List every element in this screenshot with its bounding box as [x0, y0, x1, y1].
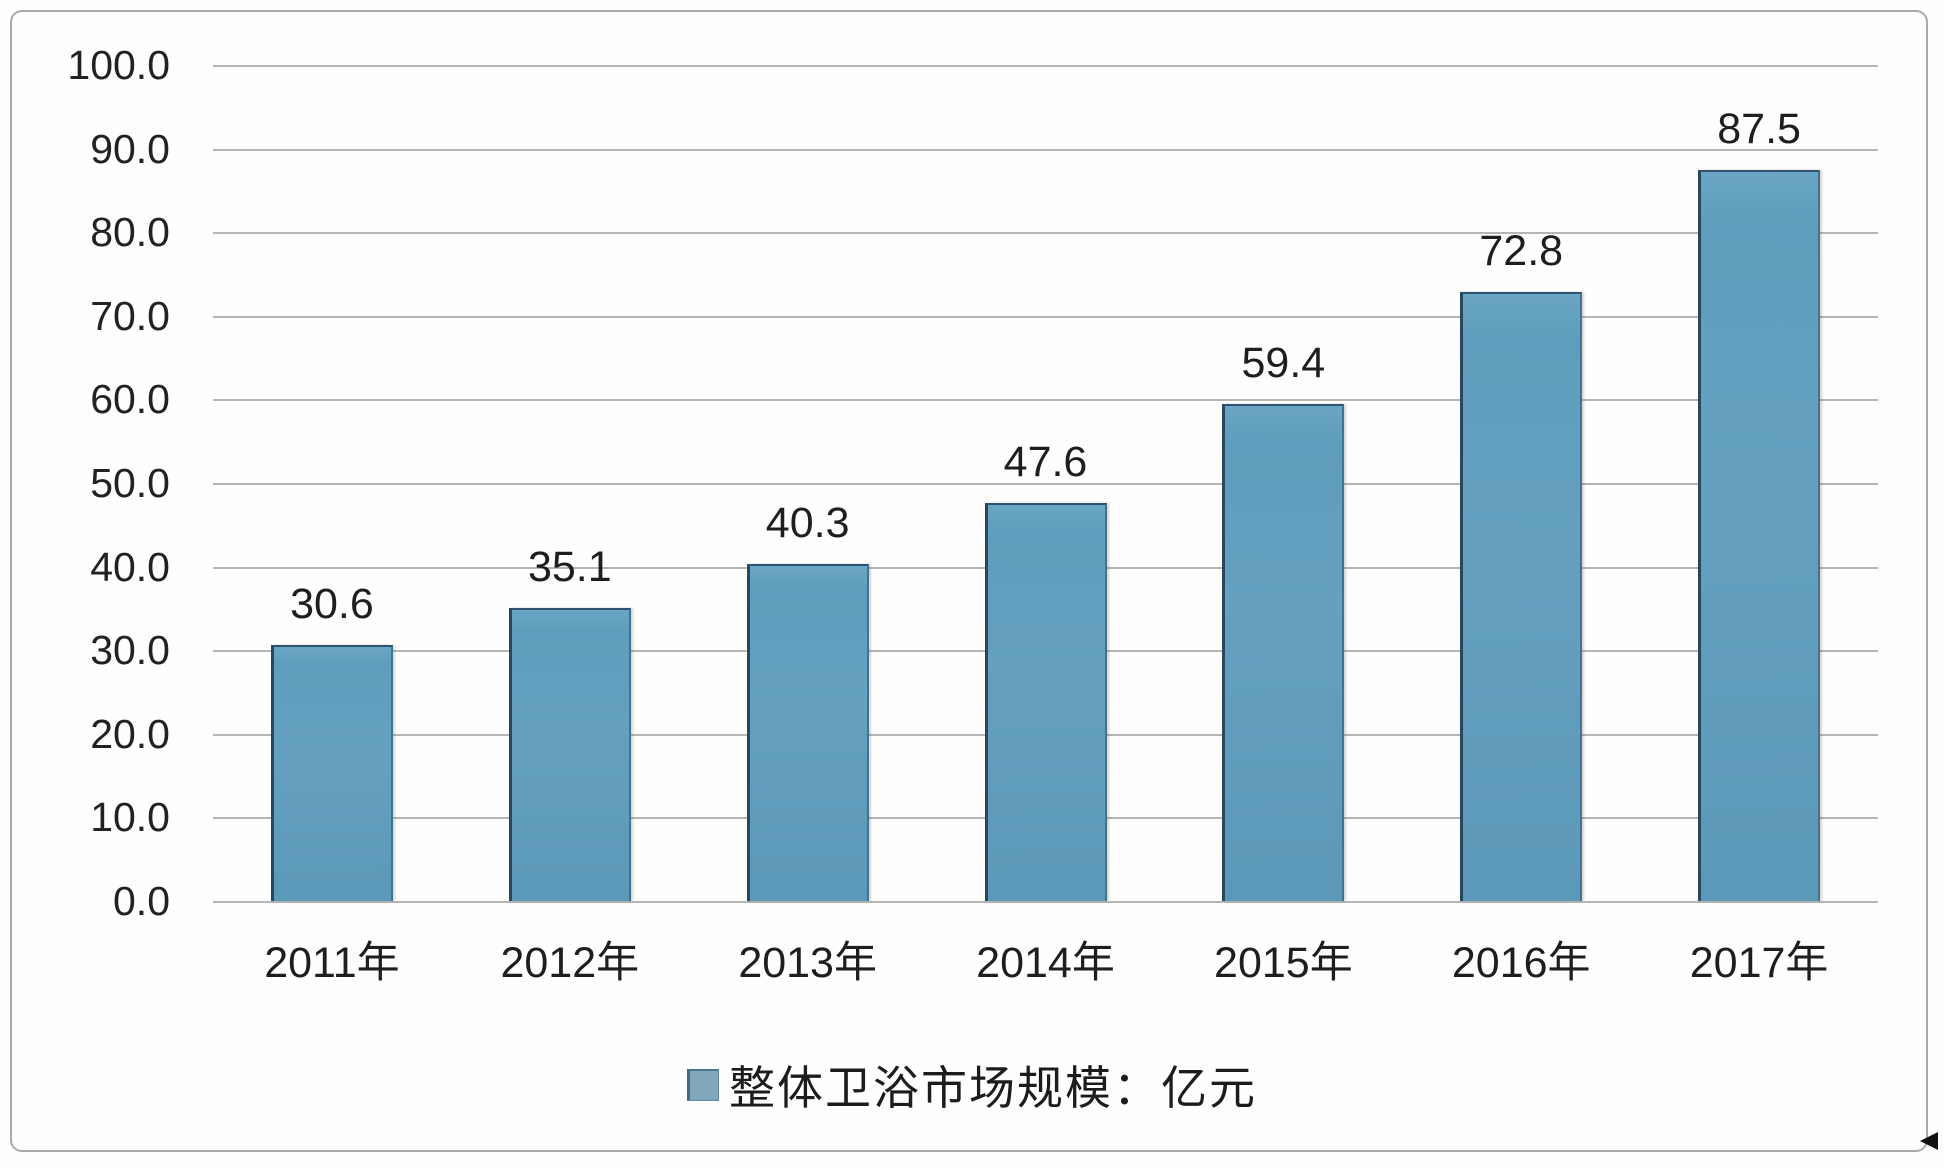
- bar-value-label: 35.1: [527, 542, 612, 591]
- x-tick-label: 2011年: [264, 939, 400, 987]
- bar-2013年: [746, 564, 869, 901]
- legend-label: 整体卫浴市场规模：亿元: [729, 1062, 1257, 1114]
- legend-swatch-icon: [687, 1069, 719, 1101]
- y-tick-label: 80.0: [90, 209, 170, 256]
- x-axis-tick-labels: 2011年 2012年 2013年 2014年 2015年 2016年 2017年: [213, 928, 1878, 990]
- legend: 整体卫浴市场规模：亿元: [687, 1052, 1257, 1118]
- bar-2011年: [270, 645, 393, 901]
- bar-value-label: 72.8: [1479, 227, 1564, 276]
- gridline: [213, 315, 1878, 318]
- bar-slot-2017年: 87.5: [1640, 65, 1878, 901]
- x-tick-label: 2012年: [500, 939, 640, 987]
- bar-slot-2011年: 30.6: [213, 65, 451, 901]
- bar-value-label: 40.3: [765, 499, 850, 548]
- bars-group: 30.6 35.1 40.3 47.6 59.4 72.8 87.5: [213, 65, 1878, 901]
- y-tick-label: 90.0: [90, 125, 170, 172]
- x-tick-label: 2014年: [976, 939, 1115, 987]
- bar-slot-2012年: 35.1: [451, 65, 689, 901]
- y-tick-label: 0.0: [113, 878, 170, 924]
- y-tick-label: 40.0: [90, 543, 170, 590]
- y-tick-label: 20.0: [90, 710, 170, 757]
- gridline: [213, 901, 1878, 903]
- chart-outer-border: [10, 10, 1928, 1152]
- y-tick-label: 70.0: [90, 292, 170, 339]
- x-tick-label: 2013年: [738, 939, 877, 987]
- bar-value-label: 87.5: [1717, 104, 1801, 153]
- bar-slot-2013年: 40.3: [689, 65, 927, 901]
- x-tick-label: 2016年: [1451, 939, 1591, 987]
- gridline: [213, 232, 1878, 235]
- x-tick-label: 2015年: [1214, 939, 1353, 987]
- gridline: [213, 483, 1878, 485]
- bar-2012年: [508, 607, 631, 901]
- x-tick-label: 2017年: [1689, 939, 1829, 987]
- bar-value-label: 59.4: [1241, 339, 1326, 388]
- gridline: [213, 148, 1878, 151]
- bar-value-label: 30.6: [290, 580, 374, 629]
- cursor-arrow-icon: [1920, 1132, 1938, 1150]
- bar-2015年: [1222, 404, 1345, 901]
- bar-2017年: [1698, 169, 1821, 901]
- bar-value-label: 47.6: [1003, 438, 1088, 487]
- gridline: [213, 399, 1878, 402]
- y-tick-label: 30.0: [90, 627, 170, 674]
- bar-slot-2016年: 72.8: [1402, 65, 1640, 901]
- plot-area: 30.6 35.1 40.3 47.6 59.4 72.8 87.5: [213, 65, 1878, 903]
- bar-2016年: [1460, 292, 1583, 901]
- y-tick-label: 50.0: [90, 460, 170, 506]
- y-tick-label: 10.0: [90, 794, 170, 841]
- gridline: [213, 65, 1878, 67]
- bar-2014年: [984, 503, 1107, 901]
- bar-slot-2014年: 47.6: [927, 65, 1165, 901]
- y-tick-label: 100.0: [67, 42, 170, 88]
- y-tick-label: 60.0: [90, 376, 170, 423]
- bar-slot-2015年: 59.4: [1164, 65, 1402, 901]
